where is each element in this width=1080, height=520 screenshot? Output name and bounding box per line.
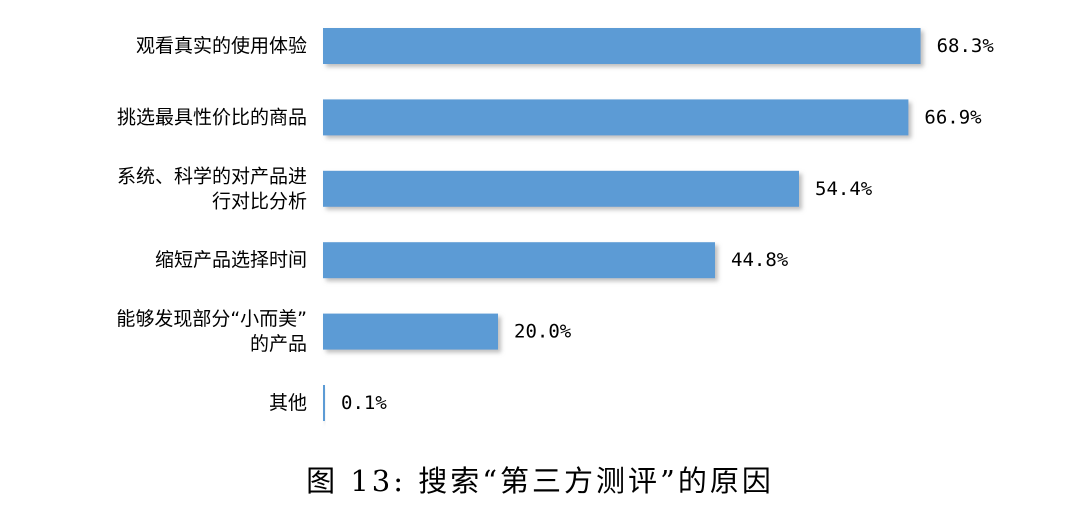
category-label: 其他 [269, 392, 307, 414]
bar-row: 68.3% 观看真实的使用体验 [136, 28, 994, 64]
bar-row: 0.1% 其他 [269, 385, 387, 421]
data-label: 20.0% [514, 321, 572, 343]
data-label: 0.1% [341, 392, 387, 414]
bar-row: 66.9% 挑选最具性价比的商品 [117, 99, 982, 136]
bar [323, 385, 325, 421]
bar [323, 242, 715, 279]
data-label: 68.3% [937, 35, 995, 57]
bar-chart: 68.3% 观看真实的使用体验 66.9% 挑选最具性价比的商品 54.4% 系统、科学的… [116, 28, 994, 421]
bar [323, 170, 799, 207]
category-label: 缩短产品选择时间 [155, 249, 307, 271]
bar [323, 28, 921, 64]
category-label: 挑选最具性价比的商品 [117, 106, 307, 128]
category-label: 能够发现部分“小而美” [116, 308, 307, 330]
data-label: 44.8% [731, 249, 789, 271]
data-label: 66.9% [924, 106, 982, 128]
bar-row: 44.8% 缩短产品选择时间 [155, 242, 789, 279]
data-label: 54.4% [815, 178, 873, 200]
bar [323, 313, 498, 350]
bar-chart-svg: 68.3% 观看真实的使用体验 66.9% 挑选最具性价比的商品 54.4% 系统、科学的… [116, 28, 994, 421]
category-label: 系统、科学的对产品进 [117, 165, 307, 187]
figure-caption: 图 13: 搜索“第三方测评”的原因 [306, 464, 774, 498]
bar-row: 20.0% 能够发现部分“小而美” 的产品 [116, 308, 571, 355]
bar [323, 99, 909, 136]
category-label: 的产品 [250, 333, 307, 355]
category-label: 行对比分析 [212, 190, 307, 212]
category-label: 观看真实的使用体验 [136, 35, 307, 57]
